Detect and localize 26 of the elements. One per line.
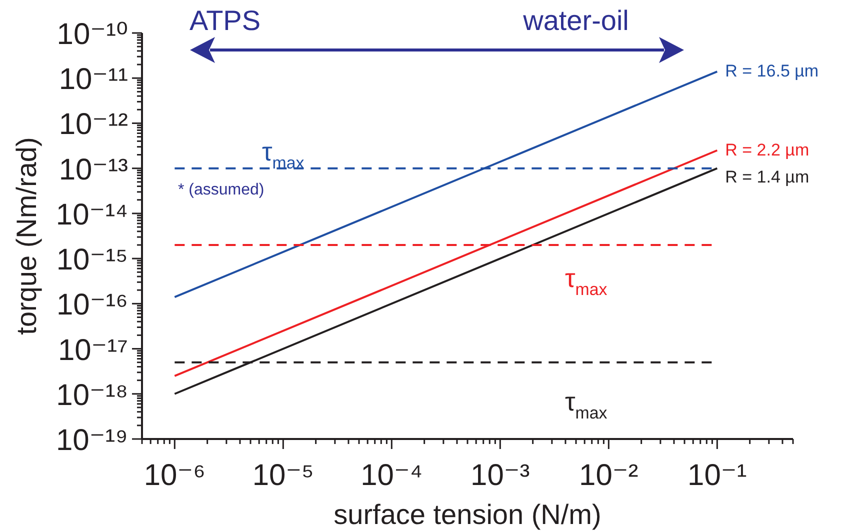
series-label: R = 16.5 µm bbox=[725, 62, 819, 81]
y-tick-label: 10⁻¹⁹ bbox=[56, 424, 128, 457]
x-tick-label: 10⁻⁵ bbox=[252, 459, 314, 492]
x-axis-title: surface tension (N/m) bbox=[334, 499, 602, 530]
series-label: R = 2.2 µm bbox=[725, 140, 810, 160]
y-axis-title: torque (Nm/rad) bbox=[11, 137, 42, 335]
y-tick-label: 10⁻¹³ bbox=[58, 153, 128, 186]
y-tick-label: 10⁻¹² bbox=[58, 108, 128, 142]
series-label: τ$_{max}$ bbox=[565, 262, 608, 299]
annotation: * (assumed) bbox=[178, 181, 264, 198]
x-tick-label: 10⁻⁴ bbox=[360, 459, 423, 492]
series-label: τ$_{max}$ bbox=[565, 386, 608, 422]
y-tick-label: 10⁻¹⁷ bbox=[58, 334, 128, 367]
y-tick-label: 10⁻¹⁵ bbox=[56, 244, 128, 277]
y-tick-label: 10⁻¹⁶ bbox=[56, 288, 128, 322]
x-tick-label: 10⁻³ bbox=[470, 459, 530, 492]
x-tick-label: 10⁻¹ bbox=[688, 459, 747, 492]
y-tick-label: 10⁻¹⁰ bbox=[56, 18, 128, 51]
y-tick-label: 10⁻¹⁴ bbox=[56, 198, 128, 232]
x-tick-label: 10⁻⁶ bbox=[144, 459, 206, 492]
series-label: R = 1.4 µm bbox=[725, 167, 810, 186]
y-tick-label: 10⁻¹⁸ bbox=[56, 378, 128, 412]
y-tick-label: 10⁻¹¹ bbox=[58, 63, 128, 96]
annotation: water-oil bbox=[522, 5, 629, 36]
annotation: ATPS bbox=[189, 5, 261, 36]
x-tick-label: 10⁻² bbox=[579, 459, 638, 492]
